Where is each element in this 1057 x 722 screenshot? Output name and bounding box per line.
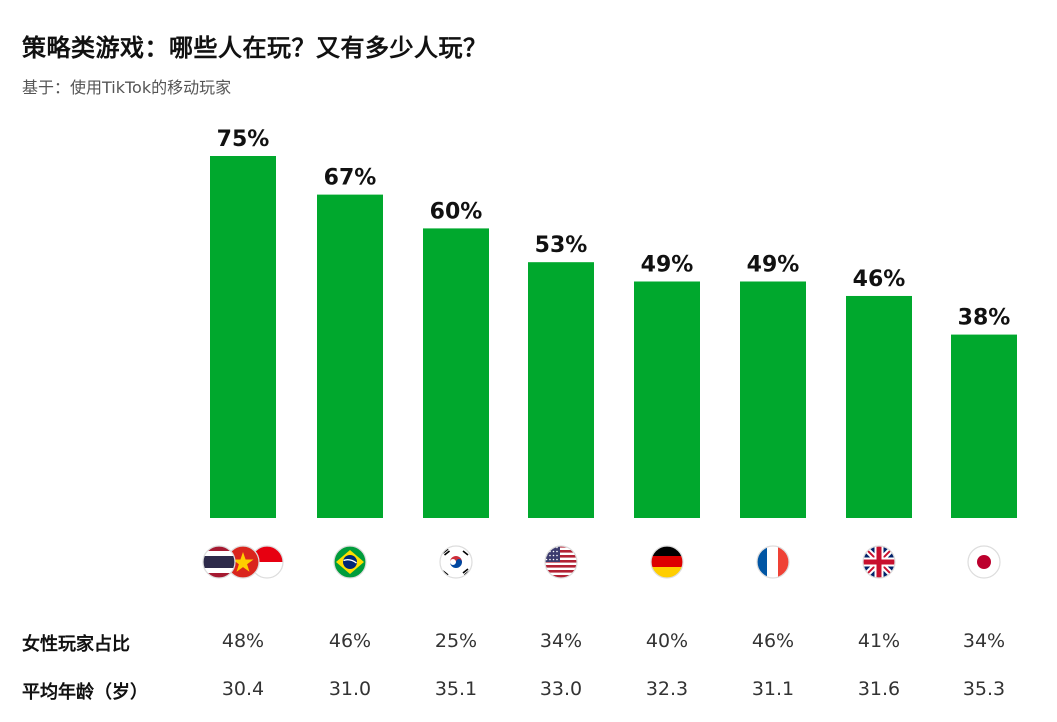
average-age-label: 平均年龄（岁） [22, 682, 148, 703]
bar-value-label: 49% [641, 252, 694, 277]
female-share-cell: 41% [857, 630, 901, 652]
female-share-cell: 46% [751, 630, 795, 652]
female-share-cell: 34% [962, 630, 1006, 652]
bar-gb [846, 295, 912, 518]
france-flag-icon [756, 545, 790, 579]
bar-jp [951, 334, 1017, 518]
brazil-flag-icon [333, 545, 367, 579]
female-share-cell: 25% [434, 630, 478, 652]
bar-value-label: 38% [958, 306, 1011, 331]
female-share-cell: 48% [221, 630, 265, 652]
thailand-flag-icon [202, 545, 236, 579]
bar-value-label: 60% [430, 199, 483, 224]
germany-flag-icon [650, 545, 684, 579]
bar-value-label: 49% [747, 252, 800, 277]
female-share-cell: 40% [645, 630, 689, 652]
average-age-cell: 31.1 [751, 678, 795, 700]
average-age-cell: 31.6 [857, 678, 901, 700]
bar-us [528, 262, 594, 518]
average-age-cell: 32.3 [645, 678, 689, 700]
bar-fr [740, 281, 806, 518]
bar-value-label: 67% [324, 166, 377, 191]
female-share-cell: 46% [328, 630, 372, 652]
bar-value-label: 53% [535, 233, 588, 258]
bar-de [634, 281, 700, 518]
south-korea-flag-icon [439, 545, 473, 579]
female-share-label: 女性玩家占比 [22, 634, 130, 655]
average-age-cell: 35.1 [434, 678, 478, 700]
uk-flag-icon [862, 545, 896, 579]
female-share-cell: 34% [539, 630, 583, 652]
bar-kr [423, 228, 489, 518]
bar-value-label: 75% [217, 127, 270, 152]
average-age-cell: 30.4 [221, 678, 265, 700]
usa-flag-icon [544, 545, 578, 579]
bar-br [317, 194, 383, 518]
chart-subtitle: 基于：使用TikTok的移动玩家 [22, 78, 232, 97]
chart-title: 策略类游戏：哪些人在玩？又有多少人玩？ [22, 34, 488, 62]
bar-th-vn-id [210, 156, 276, 518]
average-age-cell: 33.0 [539, 678, 583, 700]
average-age-cell: 31.0 [328, 678, 372, 700]
average-age-cell: 35.3 [962, 678, 1006, 700]
bar-value-label: 46% [853, 267, 906, 292]
japan-flag-icon [967, 545, 1001, 579]
